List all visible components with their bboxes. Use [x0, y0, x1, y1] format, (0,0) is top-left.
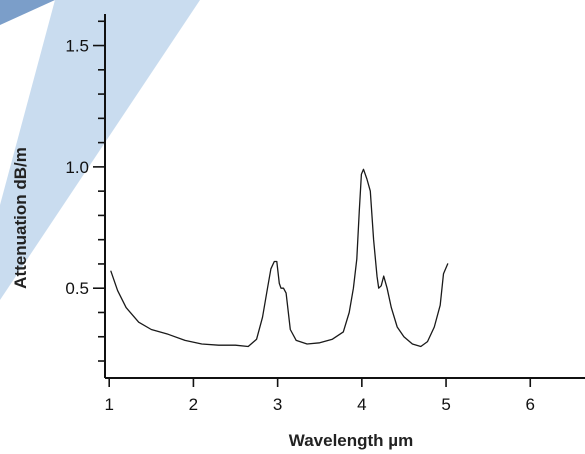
y-tick-label: 1.5: [65, 37, 89, 56]
x-tick-label: 5: [441, 395, 450, 414]
x-tick-label: 4: [357, 395, 366, 414]
x-tick-label: 1: [104, 395, 113, 414]
series-layer: [110, 168, 449, 348]
series-line: [110, 168, 449, 348]
x-axis-title: Wavelength µm: [289, 431, 413, 450]
decorative-corner: [0, 0, 55, 25]
background-decoration: [0, 0, 200, 300]
x-tick-label: 3: [273, 395, 282, 414]
y-tick-label: 0.5: [65, 279, 89, 298]
decorative-band: [0, 0, 200, 300]
y-tick-label: 1.0: [65, 158, 89, 177]
labels: 0.5 1.0 1.5 1 2 3 4 5 6 Wavelength µm Attenuation …: [11, 37, 535, 450]
y-axis-title: Attenuation dB/m: [11, 147, 30, 289]
x-tick-label: 2: [189, 395, 198, 414]
axes: [93, 14, 585, 387]
x-tick-label: 6: [526, 395, 535, 414]
